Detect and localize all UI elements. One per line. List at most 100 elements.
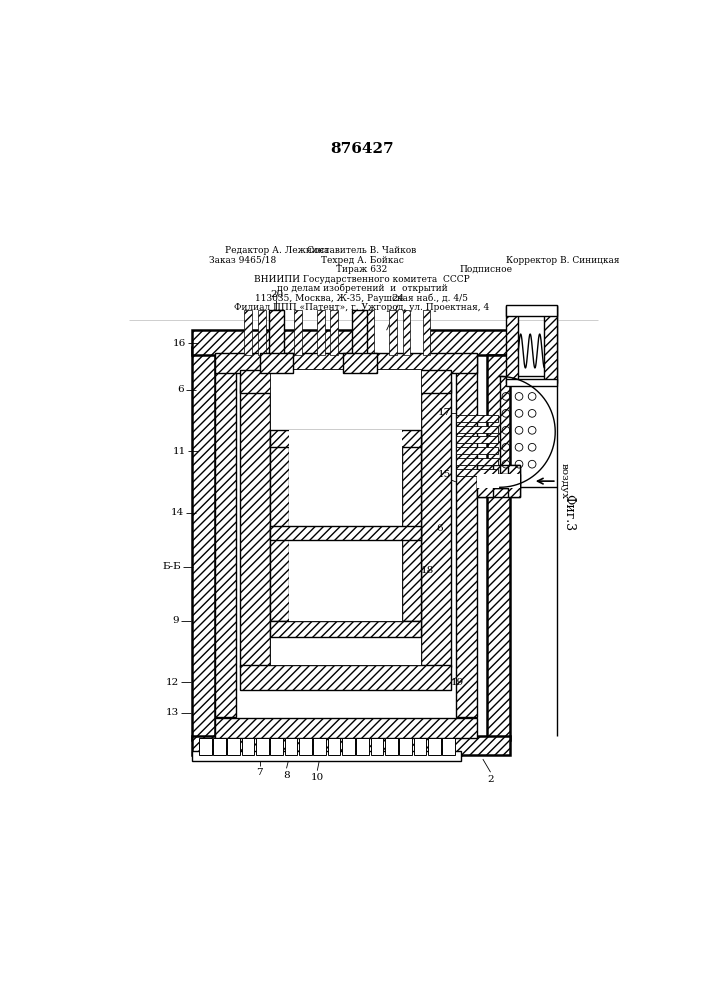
Bar <box>429 736 510 755</box>
Text: 19: 19 <box>450 678 464 687</box>
Bar <box>244 310 252 355</box>
Bar <box>428 738 440 755</box>
Text: 24: 24 <box>392 294 405 303</box>
Bar <box>192 347 215 740</box>
Bar <box>240 370 450 393</box>
Text: 15: 15 <box>438 470 452 479</box>
Bar <box>456 426 498 433</box>
Text: 10: 10 <box>310 773 324 782</box>
Bar <box>477 474 520 488</box>
Bar <box>389 310 397 355</box>
Bar <box>240 665 450 690</box>
Bar <box>299 738 312 755</box>
Bar <box>456 447 498 454</box>
Bar <box>269 526 421 540</box>
Bar <box>414 738 426 755</box>
Text: Корректор В. Синицкая: Корректор В. Синицкая <box>506 256 619 265</box>
Bar <box>506 306 518 383</box>
Bar <box>213 738 226 755</box>
Bar <box>506 305 557 316</box>
Bar <box>506 379 557 386</box>
Bar <box>327 738 341 755</box>
Bar <box>215 355 236 717</box>
Bar <box>399 738 412 755</box>
Text: Техред А. Бойкас: Техред А. Бойкас <box>320 256 404 265</box>
Bar <box>508 465 520 497</box>
Text: Подписное: Подписное <box>460 265 513 274</box>
Bar <box>421 382 450 667</box>
Bar <box>429 330 510 355</box>
Text: 6: 6 <box>437 524 443 533</box>
Text: 18: 18 <box>421 566 435 575</box>
Bar <box>370 738 383 755</box>
Bar <box>402 436 421 620</box>
Bar <box>192 736 461 755</box>
Text: 17: 17 <box>438 408 452 417</box>
Text: 11: 11 <box>173 447 187 456</box>
Text: Заказ 9465/18: Заказ 9465/18 <box>209 256 276 265</box>
Bar <box>330 310 338 355</box>
Bar <box>456 415 498 422</box>
Text: 12: 12 <box>166 678 180 687</box>
Text: 14: 14 <box>171 508 184 517</box>
Bar <box>258 310 266 355</box>
Text: 13: 13 <box>166 708 180 717</box>
Bar <box>288 446 402 620</box>
Bar <box>215 718 477 738</box>
Text: Тираж 632: Тираж 632 <box>337 265 387 274</box>
Bar <box>385 738 398 755</box>
Bar <box>456 458 498 465</box>
Text: по делам изобретений  и  открытий: по делам изобретений и открытий <box>276 284 448 293</box>
Bar <box>256 738 269 755</box>
Text: 20: 20 <box>270 290 283 299</box>
Bar <box>269 436 288 620</box>
Bar <box>443 738 455 755</box>
Bar <box>242 738 255 755</box>
Bar <box>456 469 498 476</box>
Text: 876427: 876427 <box>330 142 394 156</box>
Bar <box>269 369 421 665</box>
Text: 8: 8 <box>284 771 290 780</box>
Text: Редактор А. Лежнина: Редактор А. Лежнина <box>225 246 329 255</box>
Text: Б-Б: Б-Б <box>162 562 181 571</box>
Bar <box>456 355 477 717</box>
Text: воздух: воздух <box>560 463 569 499</box>
Bar <box>366 310 373 355</box>
Bar <box>477 474 520 488</box>
Text: 16: 16 <box>173 339 187 348</box>
Bar <box>269 620 421 637</box>
Text: 7: 7 <box>256 768 263 777</box>
Text: Филиал ППП «Патент», г. Ужгород, ул. Проектная, 4: Филиал ППП «Патент», г. Ужгород, ул. Про… <box>234 303 489 312</box>
Bar <box>285 738 298 755</box>
Bar <box>313 738 326 755</box>
Bar <box>352 310 368 355</box>
Bar <box>288 540 402 620</box>
Bar <box>228 738 240 755</box>
Bar <box>288 430 402 526</box>
Bar <box>270 738 284 755</box>
Bar <box>240 382 269 667</box>
Bar <box>544 306 557 383</box>
Bar <box>259 353 293 373</box>
Bar <box>403 310 411 355</box>
Bar <box>199 738 211 755</box>
Bar <box>343 353 377 373</box>
Bar <box>215 353 477 373</box>
Text: 113035, Москва, Ж-35, Раушская наб., д. 4/5: 113035, Москва, Ж-35, Раушская наб., д. … <box>255 293 469 303</box>
Text: ВНИИПИ Государственного комитета  СССР: ВНИИПИ Государственного комитета СССР <box>254 275 470 284</box>
Bar <box>192 751 461 761</box>
Bar <box>269 310 284 355</box>
Text: Фиг.3: Фиг.3 <box>563 494 575 531</box>
Bar <box>342 738 355 755</box>
Bar <box>317 310 325 355</box>
Bar <box>477 465 493 497</box>
Bar <box>456 436 498 443</box>
Text: 6: 6 <box>177 385 184 394</box>
Bar <box>192 330 354 355</box>
Bar <box>269 430 421 447</box>
Text: 9: 9 <box>173 616 180 625</box>
Bar <box>486 355 510 740</box>
Text: 2: 2 <box>487 774 494 784</box>
Bar <box>423 310 431 355</box>
Bar <box>294 310 302 355</box>
